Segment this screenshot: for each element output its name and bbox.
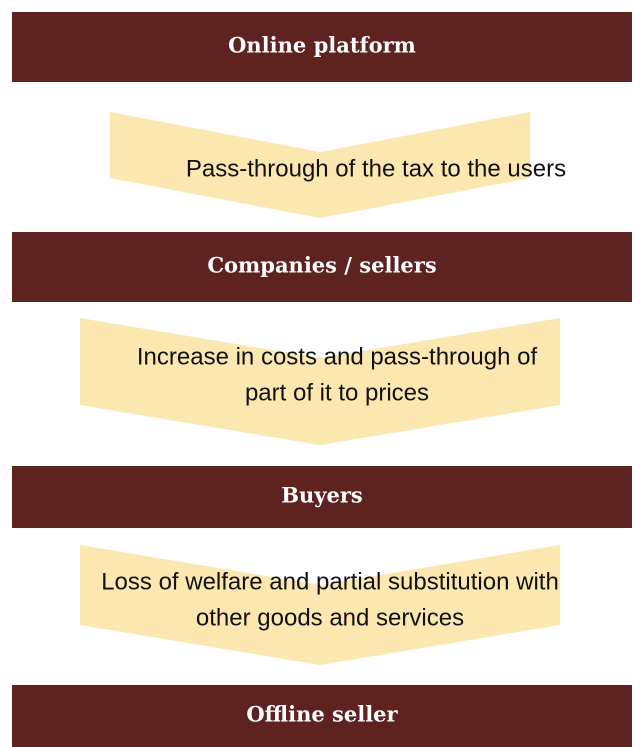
arrow-chevron bbox=[80, 318, 560, 445]
arrow-text: part of it to prices bbox=[245, 379, 429, 406]
box-title: Buyers bbox=[281, 483, 362, 508]
arrow-text: other goods and services bbox=[196, 604, 464, 631]
box-title: Offline seller bbox=[246, 702, 398, 727]
arrow-chevron bbox=[110, 112, 530, 218]
box-title: Companies / sellers bbox=[207, 253, 436, 278]
arrow-text: Loss of welfare and partial substitution… bbox=[101, 568, 559, 595]
box bbox=[12, 12, 632, 82]
box bbox=[12, 466, 632, 528]
box bbox=[12, 232, 632, 302]
arrow-chevron bbox=[80, 545, 560, 665]
arrow-text: Pass-through of the tax to the users bbox=[186, 155, 566, 182]
arrow-text: Increase in costs and pass-through of bbox=[137, 343, 538, 370]
box-title: Online platform bbox=[228, 33, 416, 58]
box bbox=[12, 685, 632, 747]
